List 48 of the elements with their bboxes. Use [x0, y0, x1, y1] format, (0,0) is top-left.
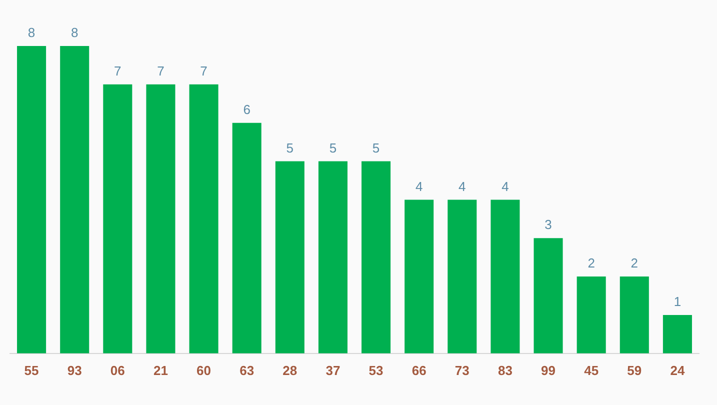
data-label: 5 — [329, 140, 337, 156]
x-tick-label: 06 — [110, 362, 125, 378]
data-label: 7 — [157, 64, 164, 79]
data-label: 1 — [674, 294, 682, 310]
x-tick-label: 53 — [368, 362, 384, 378]
bar — [404, 200, 434, 354]
x-tick-label: 99 — [541, 362, 556, 378]
bar — [620, 276, 649, 354]
bar — [662, 314, 692, 354]
data-label: 8 — [28, 25, 36, 40]
bar — [146, 84, 176, 354]
data-label: 4 — [415, 178, 423, 194]
data-label: 4 — [502, 178, 509, 194]
bar — [17, 46, 46, 354]
bar — [490, 200, 520, 354]
x-tick-label: 21 — [153, 362, 168, 378]
x-tick-label: 66 — [412, 362, 426, 378]
bar — [362, 161, 391, 354]
bar — [189, 84, 218, 354]
data-label: 7 — [200, 64, 208, 79]
data-label: 5 — [372, 140, 380, 156]
x-tick-label: 59 — [627, 362, 642, 378]
bar — [534, 238, 563, 354]
bar — [448, 200, 477, 354]
bar — [275, 161, 304, 354]
data-label: 3 — [544, 217, 552, 232]
data-label: 2 — [630, 256, 638, 271]
x-tick-label: 45 — [584, 362, 599, 378]
bar — [103, 84, 132, 354]
x-tick-label: 37 — [326, 362, 340, 378]
x-tick-label: 83 — [498, 362, 512, 378]
x-tick-label: 93 — [67, 362, 82, 378]
data-label: 5 — [286, 140, 294, 156]
x-tick-label: 60 — [196, 362, 212, 378]
data-label: 2 — [588, 256, 595, 271]
bar — [60, 46, 90, 354]
bar — [232, 122, 262, 354]
x-tick-label: 73 — [454, 362, 470, 378]
x-tick-label: 28 — [282, 362, 298, 378]
x-tick-label: 63 — [240, 362, 254, 378]
bar — [576, 276, 606, 354]
data-label: 7 — [114, 64, 122, 79]
bar — [318, 161, 348, 354]
x-tick-label: 55 — [24, 362, 39, 378]
data-label: 8 — [70, 25, 78, 40]
x-tick-label: 24 — [670, 362, 686, 378]
data-label: 6 — [243, 102, 250, 117]
data-label: 4 — [458, 178, 466, 194]
